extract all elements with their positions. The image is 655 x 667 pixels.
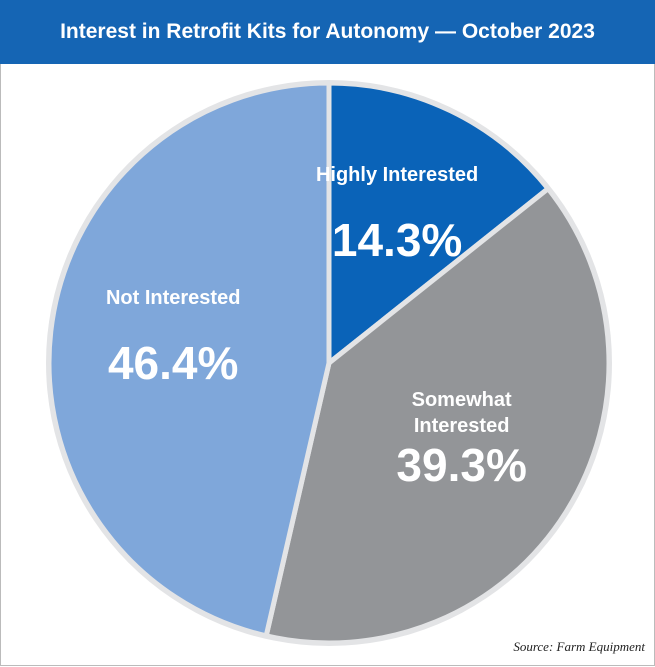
value-label: 46.4% bbox=[107, 337, 239, 390]
pie-slice bbox=[263, 185, 612, 646]
slice-label: Not Interested bbox=[105, 287, 241, 310]
pie-slice bbox=[46, 80, 332, 639]
slice-label: Highly Interested bbox=[315, 163, 479, 186]
slice-label: Somewhat Interested bbox=[411, 388, 512, 437]
chart-title: Interest in Retrofit Kits for Autonomy —… bbox=[0, 0, 655, 64]
source: Source: Farm Equipment bbox=[513, 639, 645, 654]
pie-slice bbox=[326, 80, 552, 369]
value-label: 39.3% bbox=[396, 438, 527, 491]
value-label: 14.3% bbox=[331, 213, 463, 266]
